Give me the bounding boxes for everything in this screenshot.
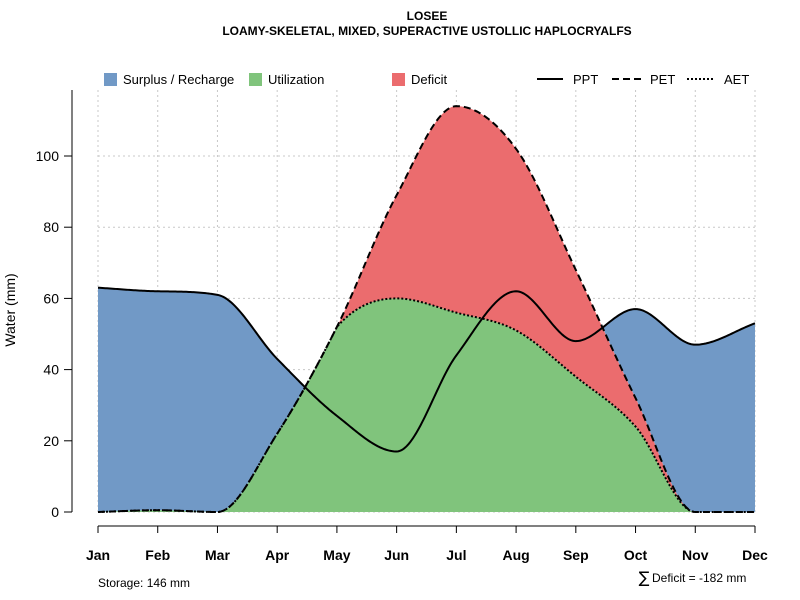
legend-label-deficit: Deficit	[411, 72, 448, 87]
legend-swatch-utilization	[249, 73, 262, 86]
x-tick-label-oct: Oct	[624, 547, 648, 563]
deficit-note: Deficit = -182 mm	[652, 571, 746, 585]
x-tick-label-nov: Nov	[682, 547, 709, 563]
deficit-area	[98, 106, 755, 512]
x-ticks: Jan Feb Mar Apr May Jun Jul Aug Sep Oct Nov Dec	[86, 526, 768, 563]
x-tick-label-jan: Jan	[86, 547, 110, 563]
surplus-recharge-area	[98, 106, 755, 512]
area-layer	[98, 106, 755, 512]
ppt-line	[97, 286, 756, 453]
legend-label-utilization: Utilization	[268, 72, 324, 87]
x-tick-label-jun: Jun	[384, 547, 409, 563]
y-axis-label: Water (mm)	[2, 273, 18, 346]
legend-swatch-deficit	[392, 73, 405, 86]
legend-label-surplus: Surplus / Recharge	[123, 72, 234, 87]
chart-subtitle: LOAMY-SKELETAL, MIXED, SUPERACTIVE USTOL…	[222, 24, 631, 38]
chart-title: LOSEE	[407, 9, 448, 23]
legend-label-ppt: PPT	[573, 72, 598, 87]
axes	[71, 90, 755, 527]
x-tick-label-may: May	[323, 547, 350, 563]
x-tick-label-jul: Jul	[446, 547, 466, 563]
x-tick-label-apr: Apr	[265, 547, 290, 563]
y-tick-label: 20	[43, 433, 59, 449]
y-tick-label: 0	[51, 504, 59, 520]
legend-label-pet: PET	[650, 72, 675, 87]
aet-line	[97, 297, 755, 513]
y-tick-label: 100	[36, 148, 60, 164]
x-tick-label-feb: Feb	[145, 547, 170, 563]
x-tick-label-sep: Sep	[563, 547, 589, 563]
pet-line	[97, 105, 755, 513]
y-tick-label: 60	[43, 290, 59, 306]
y-tick-label: 40	[43, 362, 59, 378]
line-layer	[97, 105, 756, 513]
utilization-area	[98, 298, 755, 512]
storage-note: Storage: 146 mm	[98, 576, 190, 590]
legend-label-aet: AET	[724, 72, 749, 87]
sum-icon: ∑	[639, 568, 650, 587]
y-tick-label: 80	[43, 219, 59, 235]
y-ticks: 0 20 40 60 80 100	[36, 148, 72, 520]
legend-swatch-surplus	[104, 73, 117, 86]
x-tick-label-mar: Mar	[205, 547, 230, 563]
legend: Surplus / Recharge Utilization Deficit P…	[104, 72, 749, 87]
x-tick-label-dec: Dec	[742, 547, 768, 563]
x-tick-label-aug: Aug	[502, 547, 529, 563]
